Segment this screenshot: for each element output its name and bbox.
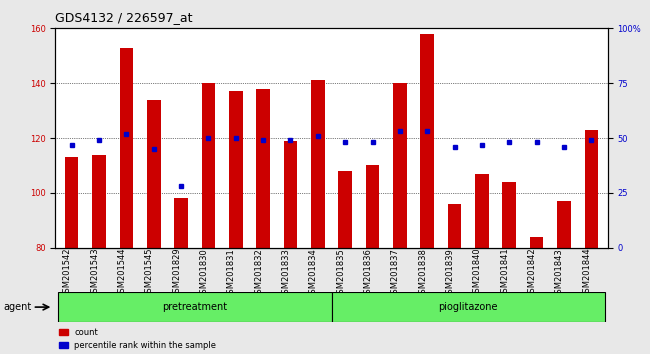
Text: GSM201843: GSM201843 xyxy=(555,248,564,298)
Text: GSM201831: GSM201831 xyxy=(227,248,236,298)
Text: GSM201841: GSM201841 xyxy=(500,248,510,298)
Bar xyxy=(174,198,188,248)
Bar xyxy=(147,100,161,248)
Bar xyxy=(311,80,324,248)
Bar xyxy=(584,130,598,248)
Bar xyxy=(421,34,434,248)
Text: GSM201544: GSM201544 xyxy=(118,248,126,298)
Text: GSM201829: GSM201829 xyxy=(172,248,181,298)
Bar xyxy=(229,91,242,248)
Bar xyxy=(393,83,407,248)
Bar xyxy=(120,47,133,248)
Bar xyxy=(366,166,380,248)
Text: GSM201838: GSM201838 xyxy=(418,248,427,299)
Bar xyxy=(502,182,516,248)
Bar xyxy=(92,154,106,248)
Text: pioglitazone: pioglitazone xyxy=(439,302,498,312)
Text: GSM201837: GSM201837 xyxy=(391,248,400,299)
Text: GSM201830: GSM201830 xyxy=(200,248,209,298)
Text: GSM201842: GSM201842 xyxy=(528,248,537,298)
Text: GSM201834: GSM201834 xyxy=(309,248,318,298)
Bar xyxy=(475,174,489,248)
Text: GSM201839: GSM201839 xyxy=(446,248,454,298)
Bar xyxy=(202,83,215,248)
Text: GSM201835: GSM201835 xyxy=(336,248,345,298)
Text: GSM201543: GSM201543 xyxy=(90,248,99,298)
Bar xyxy=(557,201,571,248)
Text: GDS4132 / 226597_at: GDS4132 / 226597_at xyxy=(55,11,193,24)
Text: GSM201545: GSM201545 xyxy=(145,248,153,298)
Text: GSM201833: GSM201833 xyxy=(281,248,291,299)
Text: GSM201840: GSM201840 xyxy=(473,248,482,298)
Bar xyxy=(58,292,332,322)
Bar xyxy=(530,237,543,248)
Text: agent: agent xyxy=(3,302,31,312)
Bar xyxy=(339,171,352,248)
Text: GSM201836: GSM201836 xyxy=(363,248,372,299)
Text: GSM201844: GSM201844 xyxy=(582,248,592,298)
Bar xyxy=(332,292,605,322)
Bar xyxy=(256,89,270,248)
Bar xyxy=(448,204,462,248)
Text: pretreatment: pretreatment xyxy=(162,302,228,312)
Bar xyxy=(65,157,79,248)
Bar xyxy=(283,141,297,248)
Text: GSM201832: GSM201832 xyxy=(254,248,263,298)
Text: GSM201542: GSM201542 xyxy=(62,248,72,298)
Legend: count, percentile rank within the sample: count, percentile rank within the sample xyxy=(59,328,216,350)
